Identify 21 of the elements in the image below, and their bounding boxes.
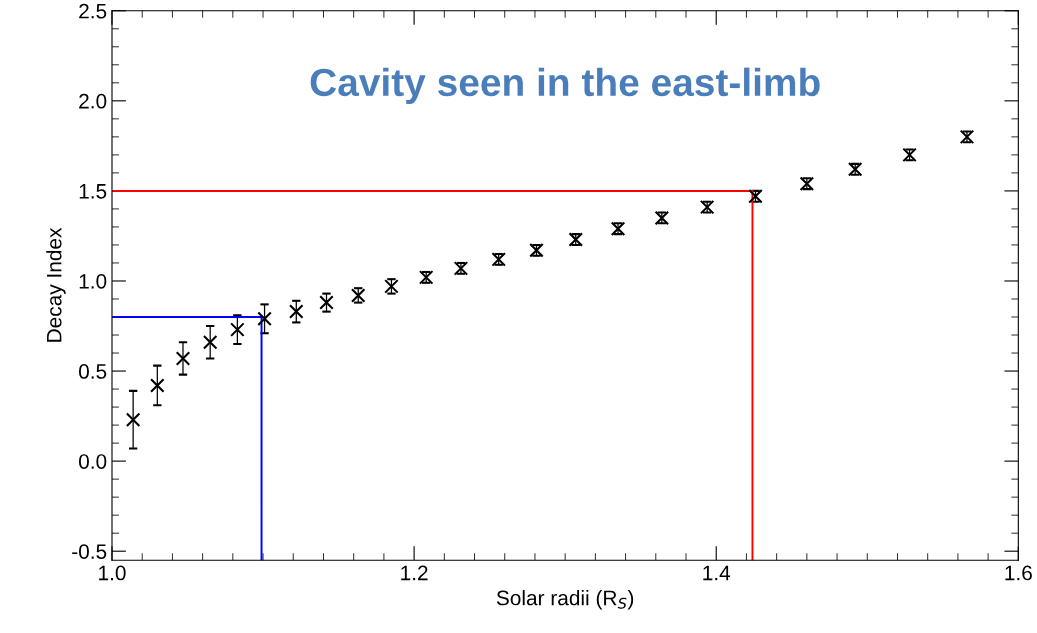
- x-tick-label: 1.6: [1005, 565, 1032, 581]
- point: [150, 378, 165, 393]
- point: [125, 412, 141, 427]
- y-tick-label: -0.5: [72, 544, 107, 559]
- x-tick-label: 1.4: [703, 565, 731, 581]
- point: [257, 311, 272, 327]
- y-tick-label: 1.5: [79, 184, 107, 199]
- y-tick-label: 0.0: [78, 454, 107, 469]
- y-tick-label: 0.5: [78, 364, 107, 379]
- y-axis-title: Decay Index: [46, 227, 66, 342]
- y-tick-label: 2.5: [79, 3, 107, 19]
- y-tick-label: 2.0: [79, 93, 107, 109]
- point: [175, 351, 191, 366]
- x-axis-title: Solar radii (R$_{S}$): [496, 590, 634, 610]
- text: Cavity seen in the east-limb: [310, 67, 820, 104]
- point: [230, 322, 245, 337]
- point: [288, 304, 304, 319]
- x-tick-label: 1.2: [401, 565, 428, 581]
- y-tick-label: 1.0: [79, 273, 107, 289]
- point: [202, 334, 218, 350]
- x-tick-label: 1.0: [99, 565, 126, 581]
